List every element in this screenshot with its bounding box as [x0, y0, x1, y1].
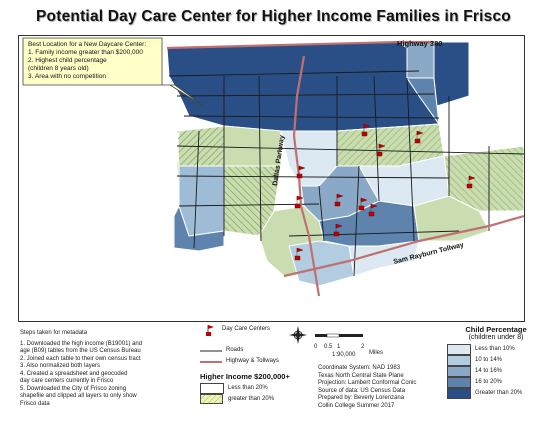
steps-line: day care centers currently in Frisco: [20, 378, 114, 384]
daycare-marker: [296, 165, 306, 179]
scale-tick: 0.5: [324, 344, 333, 350]
daycare-marker: [414, 130, 424, 144]
income-swatch-low: [200, 383, 224, 394]
scale-tick: 2: [361, 344, 365, 350]
child-legend-label: 10 to 14%: [475, 356, 503, 363]
metadata-block: Coordinate System: NAD 1983 Texas North …: [318, 365, 438, 410]
scale-tick: 0: [314, 344, 318, 350]
metadata-line: Source of data: US Census Data: [318, 387, 406, 394]
roads: [168, 70, 524, 277]
tract-s-3: [288, 240, 355, 287]
callout-line: 2. Highest child percentage: [28, 57, 107, 64]
income-legend-label: greater than 20%: [228, 395, 275, 402]
roads-legend-label: Roads: [226, 346, 244, 353]
callout-line: (children 8 years old): [28, 65, 89, 72]
daycare-legend-icon: [206, 325, 214, 336]
income-legend-heading: Higher Income $200,000+: [200, 372, 290, 381]
child-legend-label: 14 to 16%: [475, 367, 503, 374]
income-legend-label: Less than 20%: [228, 384, 268, 391]
metadata-line: Projection: Lambert Conformal Conic: [318, 380, 417, 386]
steps-line: age (B09) tables from the US Census Bure…: [20, 348, 141, 354]
north-arrow-icon: [289, 326, 307, 344]
steps-line: 2. Joined each table to their own census…: [20, 355, 141, 362]
map-frame: Highway 380 Dallas Parkway Sam Rayburn T…: [18, 35, 525, 322]
child-legend-swatch: [447, 355, 471, 366]
tract-ne-3: [433, 41, 470, 107]
roads-legend-icon: [200, 350, 222, 351]
steps-line: 3. Also normalized both layers: [20, 363, 101, 369]
daycare-marker: [333, 223, 343, 237]
highways-legend-label: Highway & Tollways: [226, 357, 279, 364]
metadata-line: Collin College Summer 2017: [318, 402, 395, 409]
sam-rayburn-line: [283, 214, 524, 278]
daycare-legend-label: Day Care Centers: [222, 326, 271, 333]
child-legend-subheading: (children under 8): [468, 334, 524, 341]
callout-line: 1. Family income greater than $200,000: [28, 49, 143, 56]
steps-line: 4. Created a spreadsheet and geocoded: [20, 370, 128, 377]
scale-tick: 1: [337, 344, 341, 350]
tract-ne-2: [406, 77, 440, 126]
child-legend-label: Less than 10%: [475, 345, 515, 352]
callout-heading: Best Location for a New Daycare Center:: [28, 41, 147, 48]
daycare-marker: [294, 195, 304, 209]
child-legend-heading: Child Percentage: [465, 325, 527, 334]
steps-block: Steps taken for metadata 1. Downloaded t…: [20, 330, 195, 408]
feature-legend: Day Care Centers Roads Highway & Tollway…: [200, 323, 290, 367]
daycare-marker: [466, 175, 476, 189]
frisco-map: Highway 380 Dallas Parkway Sam Rayburn T…: [166, 39, 524, 297]
north-arrow: [288, 325, 308, 350]
daycare-marker: [358, 197, 368, 211]
highway-380-line: [166, 40, 434, 50]
child-legend-label: 16 to 20%: [475, 378, 503, 385]
steps-line: 1. Downloaded the high income (B19001) a…: [20, 340, 143, 347]
child-legend-swatch: [447, 344, 471, 355]
steps-line: Frisco data: [20, 400, 50, 407]
daycare-marker: [334, 193, 344, 207]
child-legend-label: Greater than 20%: [475, 389, 523, 396]
metadata-line: Prepared by: Beverly Lorenzana: [318, 395, 405, 401]
scale-bar-graphic: [315, 333, 363, 338]
map-title: Potential Day Care Center for Higher Inc…: [36, 8, 511, 25]
child-legend-swatch: [447, 377, 471, 388]
child-legend-row: 10 to 14%: [447, 355, 545, 366]
callout-shape: [22, 37, 206, 108]
metadata-line: Texas North Central State Plane: [318, 372, 404, 379]
child-legend-row: 16 to 20%: [447, 377, 545, 388]
child-legend: Child Percentage (children under 8) Less…: [447, 325, 545, 399]
child-legend-row: Less than 10%: [447, 344, 545, 355]
scale-ratio: 1:90,000: [332, 352, 356, 358]
steps-heading: Steps taken for metadata: [20, 330, 88, 336]
callout-line: 3. Area with no competition: [28, 73, 107, 80]
daycare-marker: [361, 123, 371, 137]
child-legend-row: 14 to 16%: [447, 366, 545, 377]
income-swatch-high: [200, 394, 223, 404]
scale-bar: 0 0.5 1 2 Miles 1:90,000: [314, 326, 394, 360]
income-legend: Higher Income $200,000+ Less than 20% gr…: [200, 372, 310, 405]
daycare-marker: [294, 247, 304, 261]
highway-380-label: Highway 380: [397, 39, 442, 48]
metadata-line: Coordinate System: NAD 1983: [318, 365, 401, 371]
daycare-marker: [376, 143, 386, 157]
callout-box: Best Location for a New Daycare Center: …: [24, 38, 162, 86]
daycare-marker: [368, 203, 378, 217]
daycare-markers: [294, 123, 476, 261]
steps-line: shapefile and clipped all layers to only…: [20, 393, 137, 399]
steps-line: 5. Downloaded the City of Frisco zoning: [20, 385, 127, 392]
child-legend-row: Greater than 20%: [447, 388, 545, 399]
child-legend-swatch: [447, 366, 471, 377]
highways-legend-icon: [200, 360, 222, 363]
child-legend-swatch: [447, 388, 471, 399]
scale-unit: Miles: [369, 350, 384, 356]
